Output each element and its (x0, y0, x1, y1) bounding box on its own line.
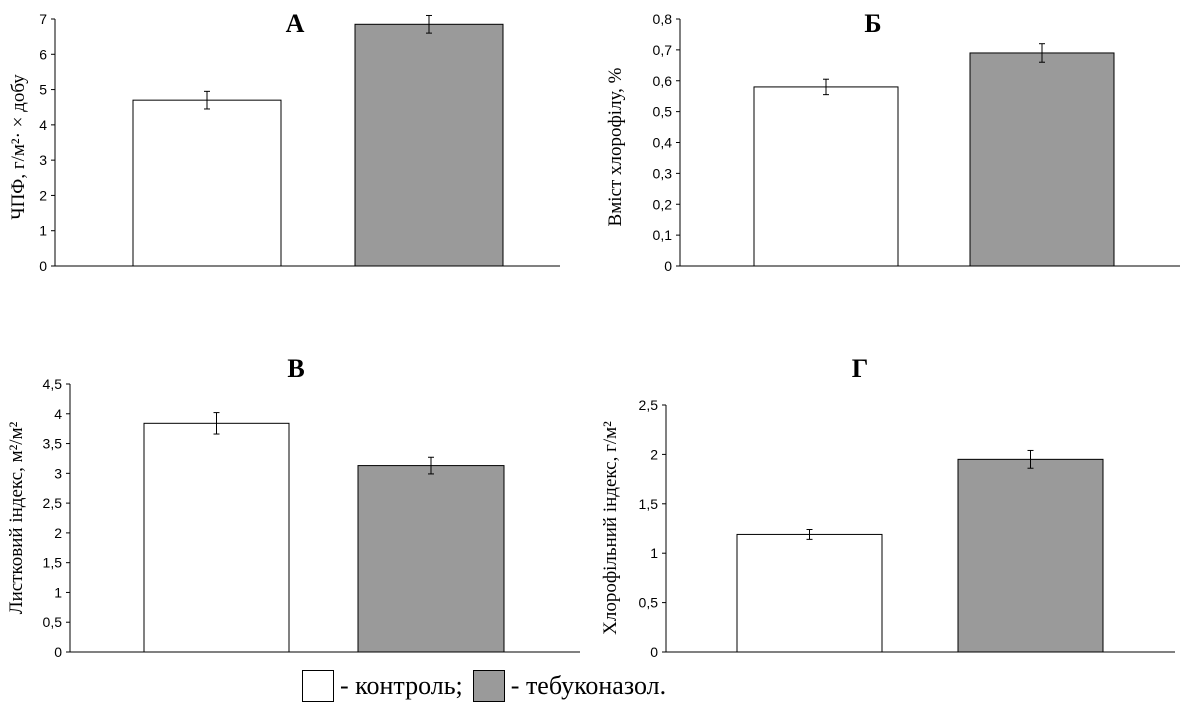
legend-label-control: - контроль; (340, 671, 463, 700)
y-tick-label: 0 (664, 258, 672, 274)
y-tick-label: 3 (54, 465, 62, 481)
y-tick-label: 0,8 (653, 11, 673, 27)
y-tick-label: 3,5 (43, 436, 63, 452)
y-tick-label: 0,4 (653, 135, 673, 151)
legend: - контроль; - тебуконазол. (302, 667, 676, 705)
y-tick-label: 1 (54, 584, 62, 600)
chart-title: А (286, 9, 305, 38)
error-bar-control (806, 528, 813, 540)
y-tick-label: 0,1 (653, 227, 673, 243)
bar-control (143, 422, 290, 653)
y-tick-label: 0,7 (653, 42, 673, 58)
bar-treated (354, 23, 504, 267)
error-bar-treated (428, 456, 434, 475)
y-axis-label: Вміст хлорофілу, % (605, 67, 626, 226)
y-axis-label: Листковий індекс, м²/м² (6, 421, 27, 614)
error-bar-treated (1027, 449, 1034, 469)
bar-control (736, 533, 883, 653)
y-tick-label: 1,5 (639, 496, 659, 512)
error-bar-control (204, 90, 210, 110)
y-tick-label: 2,5 (43, 495, 63, 511)
y-tick-label: 0,2 (653, 196, 673, 212)
y-tick-label: 4,5 (43, 376, 63, 392)
y-tick-label: 4 (39, 117, 47, 133)
bar-treated (957, 458, 1104, 653)
y-tick-label: 2 (54, 525, 62, 541)
bar-control (132, 99, 282, 267)
y-tick-label: 0,5 (639, 595, 659, 611)
chart-panel-3: 0 0,5 1 1,5 2 2,5 3 3,5 4 4,5 В Листковий індекс, м… (6, 354, 580, 660)
y-axis-label: ЧПФ, г/м²· × добу (8, 74, 29, 220)
error-bar-treated (1039, 43, 1045, 63)
chart-title: В (287, 354, 304, 383)
y-tick-label: 0 (54, 644, 62, 660)
chart-panel-2: 0 0,1 0,2 0,3 0,4 0,5 0,6 0,7 0,8 Б Вміст хлорофіл… (605, 9, 1180, 274)
chart-title: Г (852, 354, 869, 383)
y-tick-label: 4 (54, 406, 62, 422)
y-tick-label: 0,3 (653, 165, 673, 181)
bar-treated (357, 465, 505, 653)
legend-label-treated: - тебуконазол. (510, 671, 667, 700)
y-tick-label: 1 (650, 545, 658, 561)
chart-title: Б (864, 9, 881, 38)
chart-panel-4: 0 0,5 1 1,5 2 2,5 Г Хлорофільний індекс, г/м² (600, 354, 1175, 660)
y-tick-label: 0 (650, 644, 658, 660)
legend-swatch-treated (472, 670, 505, 702)
y-tick-label: 1,5 (43, 555, 63, 571)
y-tick-label: 1 (39, 223, 47, 239)
y-tick-label: 5 (39, 82, 47, 98)
chart-panel-1: 0 1 2 3 4 5 6 7 А ЧПФ, г/м²· × добу (8, 9, 560, 274)
y-tick-label: 2 (650, 446, 658, 462)
y-tick-label: 2,5 (639, 397, 659, 413)
y-tick-label: 0,5 (43, 614, 63, 630)
bar-control (753, 86, 899, 267)
y-tick-label: 3 (39, 152, 47, 168)
y-axis-label: Хлорофільний індекс, г/м² (600, 421, 621, 635)
legend-swatch-control (302, 670, 334, 702)
error-bar-treated (426, 14, 432, 34)
y-tick-label: 7 (39, 11, 47, 27)
error-bar-control (823, 78, 829, 96)
y-tick-label: 0 (39, 258, 47, 274)
y-tick-label: 0,6 (653, 73, 673, 89)
error-bar-control (213, 412, 220, 435)
y-tick-label: 0,5 (653, 104, 673, 120)
y-tick-label: 6 (39, 46, 47, 62)
bar-treated (969, 52, 1115, 267)
y-tick-label: 2 (39, 187, 47, 203)
